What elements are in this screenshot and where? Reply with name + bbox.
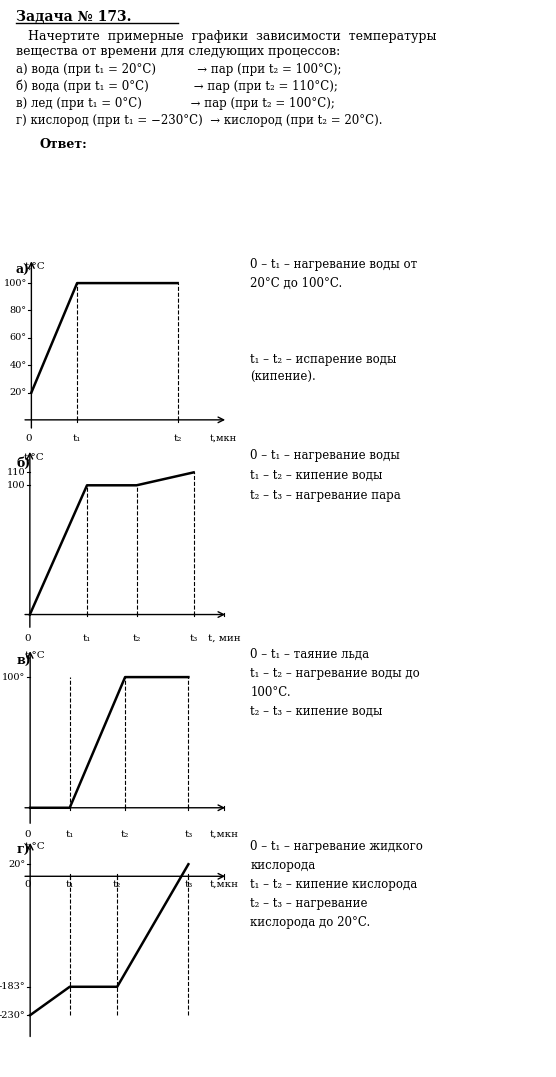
Text: 20°: 20° xyxy=(8,859,26,869)
Text: 0: 0 xyxy=(25,880,32,889)
Text: -230°: -230° xyxy=(0,1010,26,1020)
Text: в): в) xyxy=(16,655,31,668)
Text: б) вода (при t₁ = 0°C)            → пар (при t₂ = 110°C);: б) вода (при t₁ = 0°C) → пар (при t₂ = 1… xyxy=(16,80,338,94)
Text: t₃: t₃ xyxy=(190,634,198,643)
Text: 0 – t₁ – нагревание воды от
20°C до 100°C.: 0 – t₁ – нагревание воды от 20°C до 100°… xyxy=(250,258,418,290)
Text: t₃: t₃ xyxy=(184,880,192,889)
Text: 0 – t₁ – нагревание воды
t₁ – t₂ – кипение воды
t₂ – t₃ – нагревание пара: 0 – t₁ – нагревание воды t₁ – t₂ – кипен… xyxy=(250,449,401,502)
Text: t,°C: t,°C xyxy=(24,651,45,660)
Text: 20°: 20° xyxy=(9,388,27,397)
Text: б): б) xyxy=(17,457,31,470)
Text: 60°: 60° xyxy=(10,333,27,342)
Text: 0: 0 xyxy=(25,830,32,839)
Text: 0 – t₁ – таяние льда
t₁ – t₂ – нагревание воды до
100°C.
t₂ – t₃ – кипение воды: 0 – t₁ – таяние льда t₁ – t₂ – нагревани… xyxy=(250,648,420,718)
Text: t,°C: t,°C xyxy=(24,262,45,270)
Text: а) вода (при t₁ = 20°C)           → пар (при t₂ = 100°C);: а) вода (при t₁ = 20°C) → пар (при t₂ = … xyxy=(16,62,341,75)
Text: вещества от времени для следующих процессов:: вещества от времени для следующих процес… xyxy=(16,45,340,58)
Text: t,мкн: t,мкн xyxy=(210,830,239,839)
Text: 0 – t₁ – нагревание жидкого
кислорода
t₁ – t₂ – кипение кислорода
t₂ – t₃ – нагр: 0 – t₁ – нагревание жидкого кислорода t₁… xyxy=(250,840,423,929)
Text: 100°: 100° xyxy=(2,673,26,682)
Text: t₂: t₂ xyxy=(173,434,182,443)
Text: Ответ:: Ответ: xyxy=(40,138,88,151)
Text: t₁: t₁ xyxy=(83,634,91,643)
Text: t,мкн: t,мкн xyxy=(210,880,239,889)
Text: t₁: t₁ xyxy=(66,830,74,839)
Text: t₁: t₁ xyxy=(73,434,81,443)
Text: г): г) xyxy=(16,843,30,856)
Text: t₂: t₂ xyxy=(121,830,130,839)
Text: 0: 0 xyxy=(24,634,31,643)
Text: 40°: 40° xyxy=(9,361,27,369)
Text: t,°C: t,°C xyxy=(24,453,45,462)
Text: 100°: 100° xyxy=(3,279,27,288)
Text: t₁: t₁ xyxy=(66,880,74,889)
Text: t₂: t₂ xyxy=(132,634,141,643)
Text: t,мкн: t,мкн xyxy=(210,434,237,443)
Text: а): а) xyxy=(16,264,29,277)
Text: t,°C: t,°C xyxy=(24,842,45,851)
Text: Начертите  примерные  графики  зависимости  температуры: Начертите примерные графики зависимости … xyxy=(28,30,436,43)
Text: 0: 0 xyxy=(26,434,32,443)
Text: Задача № 173.: Задача № 173. xyxy=(16,10,132,24)
Text: t₂: t₂ xyxy=(113,880,121,889)
Text: 110: 110 xyxy=(7,467,25,477)
Text: t, мин: t, мин xyxy=(208,634,240,643)
Text: г) кислород (при t₁ = −230°C)  → кислород (при t₂ = 20°C).: г) кислород (при t₁ = −230°C) → кислород… xyxy=(16,114,383,127)
Text: в) лед (при t₁ = 0°C)             → пар (при t₂ = 100°C);: в) лед (при t₁ = 0°C) → пар (при t₂ = 10… xyxy=(16,97,335,110)
Text: 100: 100 xyxy=(7,480,25,490)
Text: 80°: 80° xyxy=(10,306,27,314)
Text: t₃: t₃ xyxy=(184,830,192,839)
Text: t₁ – t₂ – испарение воды
(кипение).: t₁ – t₂ – испарение воды (кипение). xyxy=(250,353,396,384)
Text: -183°: -183° xyxy=(0,982,26,991)
